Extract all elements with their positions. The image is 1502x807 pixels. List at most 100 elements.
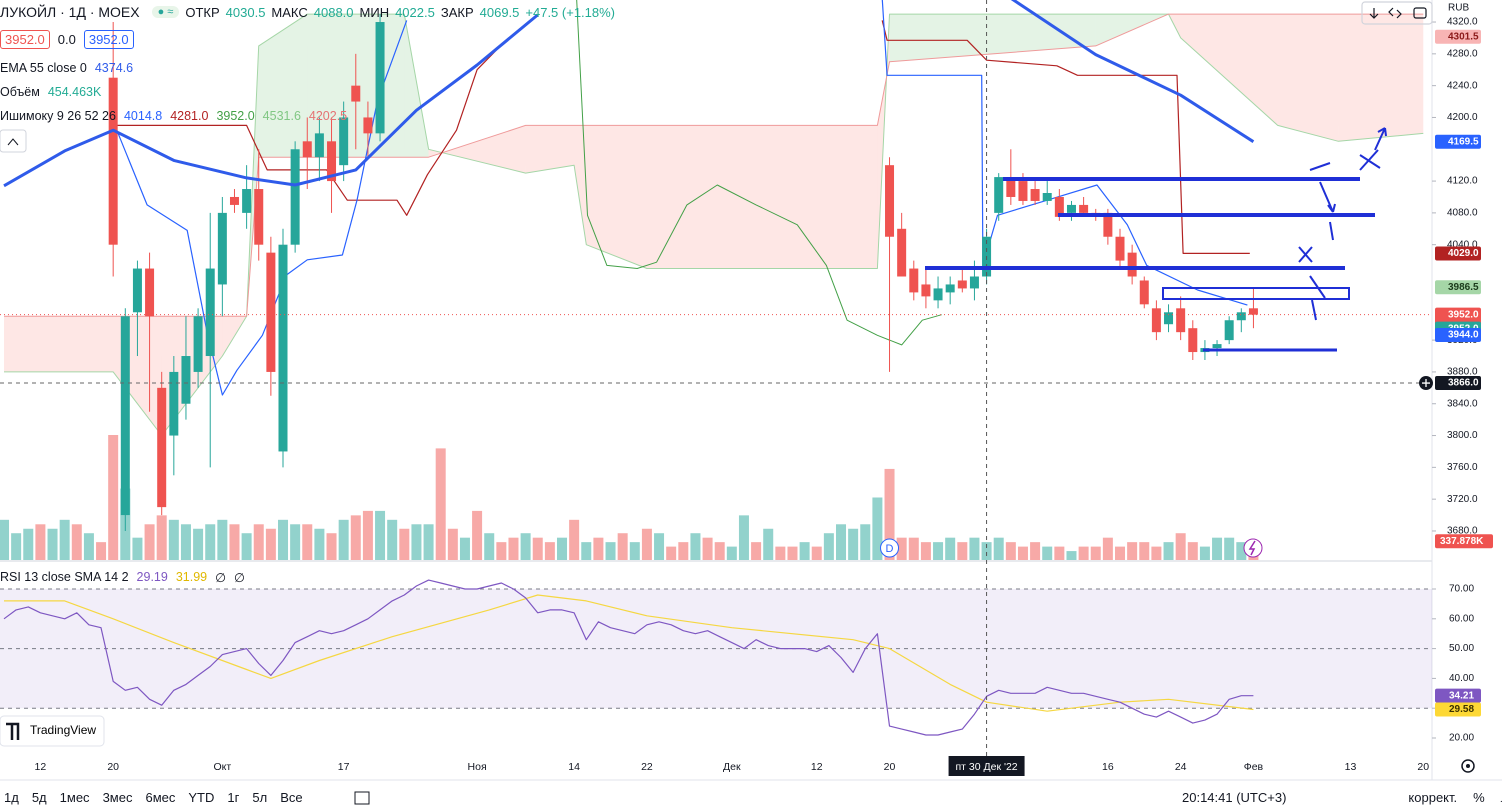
volume-bar <box>605 542 616 560</box>
x-tick-label: Ноя <box>468 761 487 773</box>
ohlc-label: МИН <box>359 4 390 20</box>
indicator-value: 29.19 <box>136 570 168 584</box>
volume-bar <box>1054 546 1065 560</box>
volume-bar <box>908 537 919 560</box>
volume-bar <box>168 519 179 560</box>
alert-icon[interactable] <box>1243 538 1263 558</box>
scale-option[interactable]: лог <box>1501 790 1502 805</box>
price-pill <box>1435 280 1481 295</box>
indicator-value: ∅ <box>234 571 245 585</box>
y-tick-label: 4120.0 <box>1447 176 1478 187</box>
candle-body <box>132 268 142 313</box>
y-tick-label: 4320.0 <box>1447 17 1478 28</box>
price-pill-label: 3944.0 <box>1448 330 1479 341</box>
buy-button[interactable]: 3952.0 <box>83 30 134 49</box>
range-button[interactable]: 6мес <box>145 790 176 805</box>
logo-text: TradingView <box>30 723 96 737</box>
candle-body <box>1212 344 1222 349</box>
volume-bar <box>569 519 580 560</box>
cloud <box>4 316 114 372</box>
candle-body <box>339 117 349 166</box>
volume-bar <box>751 542 762 560</box>
cloud <box>1277 14 1339 142</box>
cloud <box>889 14 1096 62</box>
candle-body <box>351 85 361 102</box>
ohlc-value: 4022.5 <box>395 4 435 20</box>
volume-bar <box>1127 542 1138 560</box>
scale-option[interactable]: коррект. <box>1408 790 1458 805</box>
range-button[interactable]: 3мес <box>102 790 133 805</box>
cloud <box>646 125 732 269</box>
candle-body <box>242 189 252 213</box>
candle-body <box>1151 308 1161 333</box>
candle-body <box>969 276 979 289</box>
volume-bar <box>933 542 944 560</box>
event-marker[interactable] <box>880 538 900 558</box>
kijun-line <box>116 20 1250 254</box>
range-button[interactable]: 5д <box>31 790 47 805</box>
y-tick-label: 3720.0 <box>1447 494 1478 505</box>
volume-bar <box>945 537 956 560</box>
indicator-legend[interactable]: Ишимоку 9 26 52 26 4014.8 4281.0 3952.0 … <box>0 109 347 123</box>
volume-bar <box>180 524 191 560</box>
indicator-value: 4202.5 <box>308 109 348 123</box>
indicator-legend[interactable]: Объём 454.463K <box>0 85 101 99</box>
candle-body <box>169 371 179 436</box>
crosshair-add-icon[interactable] <box>1422 379 1430 388</box>
settings-icon[interactable] <box>1461 759 1475 773</box>
currency[interactable]: RUB <box>1448 3 1469 14</box>
volume-bar <box>629 542 640 560</box>
range-button[interactable]: 1г <box>227 790 240 805</box>
trade-buttons: 3952.0 0.0 3952.0 <box>0 30 134 49</box>
volume-bar <box>362 510 373 560</box>
candle-body <box>885 165 895 237</box>
scale-option[interactable]: % <box>1473 790 1485 805</box>
candle-body <box>933 288 943 301</box>
volume-bar <box>11 533 22 560</box>
candle-body <box>205 268 215 357</box>
y-tick-label: 3840.0 <box>1447 398 1478 409</box>
candle-body <box>1139 280 1149 305</box>
rsi-sma-line <box>4 594 1254 712</box>
volume-bar <box>484 533 495 560</box>
y-tick-label: 4280.0 <box>1447 48 1478 59</box>
volume-bar <box>678 542 689 560</box>
x-tick-label: пт 30 Дек '22 <box>955 761 1017 773</box>
volume-bar <box>1212 537 1223 560</box>
top-buttons[interactable] <box>1361 1 1433 25</box>
symbol[interactable]: ЛУКОЙЛ · 1Д · MOEX <box>0 4 140 20</box>
volume-bar <box>241 533 252 560</box>
collapse-button[interactable] <box>0 129 27 153</box>
candle-body <box>1224 320 1234 341</box>
volume-bar <box>1115 546 1126 560</box>
sell-button[interactable]: 3952.0 <box>0 30 50 49</box>
y-tick-label: 4080.0 <box>1447 208 1478 219</box>
indicator-legend[interactable]: EMA 55 close 0 4374.6 <box>0 61 133 75</box>
candle-body <box>1164 312 1174 325</box>
volume-bar <box>229 524 240 560</box>
volume-bar <box>520 533 531 560</box>
range-button[interactable]: 5л <box>252 790 268 805</box>
volume-bar <box>290 524 301 560</box>
candle-body <box>1236 312 1246 321</box>
candle-body <box>157 387 167 508</box>
compare-icon[interactable] <box>354 791 370 805</box>
candle-body <box>1188 328 1198 353</box>
drawings[interactable] <box>925 127 1387 352</box>
candle-body <box>1030 189 1040 201</box>
volume-bar <box>969 537 980 560</box>
volume-bar <box>848 528 859 560</box>
volume-bar <box>508 537 519 560</box>
rsi-tick-label: 20.00 <box>1449 733 1474 744</box>
candle-body <box>1115 236 1125 261</box>
range-button[interactable]: 1д <box>4 790 19 805</box>
range-button[interactable]: YTD <box>188 790 215 805</box>
price-pill <box>1435 134 1481 149</box>
range-button[interactable]: Все <box>280 790 303 805</box>
rsi-pane <box>0 579 1432 736</box>
price-pill-label: 3986.5 <box>1448 282 1479 293</box>
range-button[interactable]: 1мес <box>59 790 90 805</box>
volume-bar <box>59 519 70 560</box>
rsi-legend[interactable]: RSI 13 close SMA 14 2 29.19 31.99 ∅ ∅ <box>0 570 245 585</box>
x-tick-label: 13 <box>1345 761 1357 773</box>
